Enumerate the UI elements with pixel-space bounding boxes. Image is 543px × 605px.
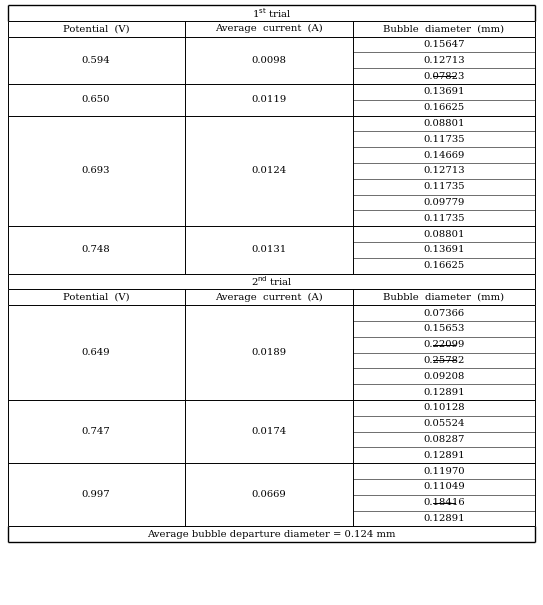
Text: 0.12713: 0.12713 <box>423 166 465 175</box>
Text: 0.16625: 0.16625 <box>424 103 465 112</box>
Text: 0.14669: 0.14669 <box>424 151 465 160</box>
Text: 0.0124: 0.0124 <box>251 166 287 175</box>
Text: 0.15653: 0.15653 <box>424 324 465 333</box>
Text: 0.13691: 0.13691 <box>423 87 465 96</box>
Text: 0.12713: 0.12713 <box>423 56 465 65</box>
Text: 0.12891: 0.12891 <box>423 451 465 460</box>
Text: Potential  (V): Potential (V) <box>62 293 129 302</box>
Text: 0.10128: 0.10128 <box>423 404 465 413</box>
Text: 0.594: 0.594 <box>81 56 110 65</box>
Text: 0.08801: 0.08801 <box>423 230 465 238</box>
Text: Potential  (V): Potential (V) <box>62 24 129 33</box>
Text: 0.16625: 0.16625 <box>424 261 465 270</box>
Text: 0.0669: 0.0669 <box>251 490 286 499</box>
Text: 0.0131: 0.0131 <box>251 246 287 254</box>
Text: 0.08287: 0.08287 <box>424 435 465 444</box>
Text: 0.748: 0.748 <box>81 246 110 254</box>
Text: 1$^{\mathrm{st}}$ trial: 1$^{\mathrm{st}}$ trial <box>252 6 291 20</box>
Text: 0.0174: 0.0174 <box>251 427 287 436</box>
Text: 0.07823: 0.07823 <box>424 71 465 80</box>
Text: 0.05524: 0.05524 <box>423 419 465 428</box>
Text: 0.0098: 0.0098 <box>251 56 287 65</box>
Text: 0.11735: 0.11735 <box>423 135 465 144</box>
Text: Average bubble departure diameter = 0.124 mm: Average bubble departure diameter = 0.12… <box>147 530 396 539</box>
Text: 0.09779: 0.09779 <box>424 198 465 207</box>
Text: 0.997: 0.997 <box>81 490 110 499</box>
Text: 0.07366: 0.07366 <box>424 309 465 318</box>
Text: 0.11970: 0.11970 <box>423 466 465 476</box>
Text: 0.12891: 0.12891 <box>423 514 465 523</box>
Text: 0.650: 0.650 <box>82 96 110 104</box>
Text: 0.12891: 0.12891 <box>423 388 465 397</box>
Text: 0.13691: 0.13691 <box>423 246 465 254</box>
Text: Bubble  diameter  (mm): Bubble diameter (mm) <box>383 24 504 33</box>
Text: 0.0119: 0.0119 <box>251 96 287 104</box>
Text: 2$^{\mathrm{nd}}$ trial: 2$^{\mathrm{nd}}$ trial <box>251 275 292 289</box>
Text: 0.11049: 0.11049 <box>423 482 465 491</box>
Text: 0.25782: 0.25782 <box>424 356 465 365</box>
Text: Bubble  diameter  (mm): Bubble diameter (mm) <box>383 293 504 302</box>
Text: 0.747: 0.747 <box>81 427 110 436</box>
Text: 0.22099: 0.22099 <box>424 340 465 349</box>
Text: 0.649: 0.649 <box>81 348 110 357</box>
Text: 0.11735: 0.11735 <box>423 182 465 191</box>
Text: 0.693: 0.693 <box>82 166 110 175</box>
Text: Average  current  (A): Average current (A) <box>215 293 323 302</box>
Text: 0.08801: 0.08801 <box>423 119 465 128</box>
Text: 0.15647: 0.15647 <box>423 40 465 49</box>
Text: 0.09208: 0.09208 <box>424 372 465 381</box>
Text: 0.11735: 0.11735 <box>423 214 465 223</box>
Text: Average  current  (A): Average current (A) <box>215 24 323 33</box>
Text: 0.0189: 0.0189 <box>251 348 287 357</box>
Text: 0.18416: 0.18416 <box>423 498 465 507</box>
